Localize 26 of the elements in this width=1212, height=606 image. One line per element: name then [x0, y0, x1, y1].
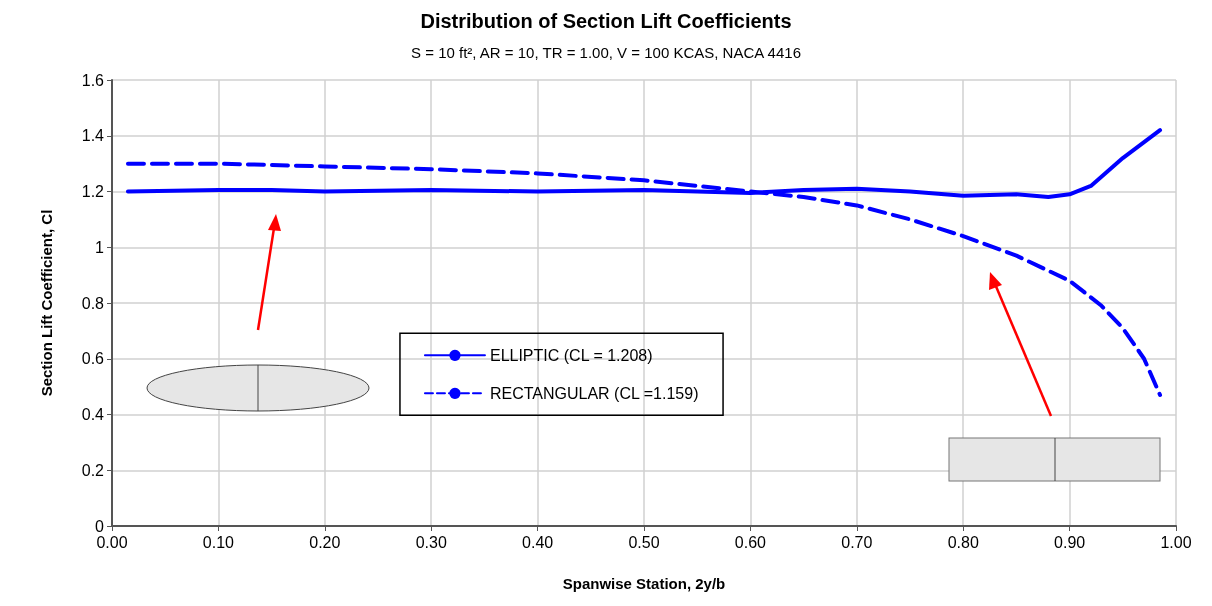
y-tick-label: 0.6 — [81, 350, 105, 368]
chart-title: Distribution of Section Lift Coefficients — [420, 10, 792, 32]
x-tick-label: 0.10 — [202, 533, 235, 551]
x-tick-label: 0.40 — [522, 533, 554, 551]
x-tick-label: 0.30 — [415, 533, 447, 551]
y-tick-label: 0.2 — [81, 461, 105, 479]
x-tick-label: 0.90 — [1054, 533, 1086, 551]
y-tick-label: 1 — [95, 238, 105, 256]
y-tick-label: 1.4 — [81, 127, 105, 145]
x-tick-label: 0.20 — [309, 533, 341, 551]
x-tick-label: 0.80 — [947, 533, 979, 551]
y-tick-label: 0 — [95, 517, 105, 535]
chart-subtitle: S = 10 ft², AR = 10, TR = 1.00, V = 100 KCAS, NACA 4416 — [411, 44, 801, 61]
x-tick-label: 0.50 — [628, 533, 660, 551]
x-tick-label: 0.00 — [96, 533, 128, 551]
y-tick-label: 0.4 — [81, 406, 105, 423]
x-tick-label: 0.60 — [734, 533, 767, 551]
x-axis-title: Spanwise Station, 2y/b — [562, 575, 726, 592]
x-tick-label: 1.00 — [1160, 533, 1192, 551]
legend-label: RECTANGULAR (CL =1.159) — [489, 384, 699, 402]
y-tick-label: 1.2 — [81, 183, 105, 200]
y-axis-title: Section Lift Coefficient, Cl — [38, 209, 55, 397]
y-tick-label: 1.6 — [81, 71, 105, 89]
x-tick-label: 0.70 — [841, 533, 873, 551]
legend-label: ELLIPTIC (CL = 1.208) — [489, 346, 653, 364]
y-tick-label: 0.8 — [81, 294, 105, 312]
